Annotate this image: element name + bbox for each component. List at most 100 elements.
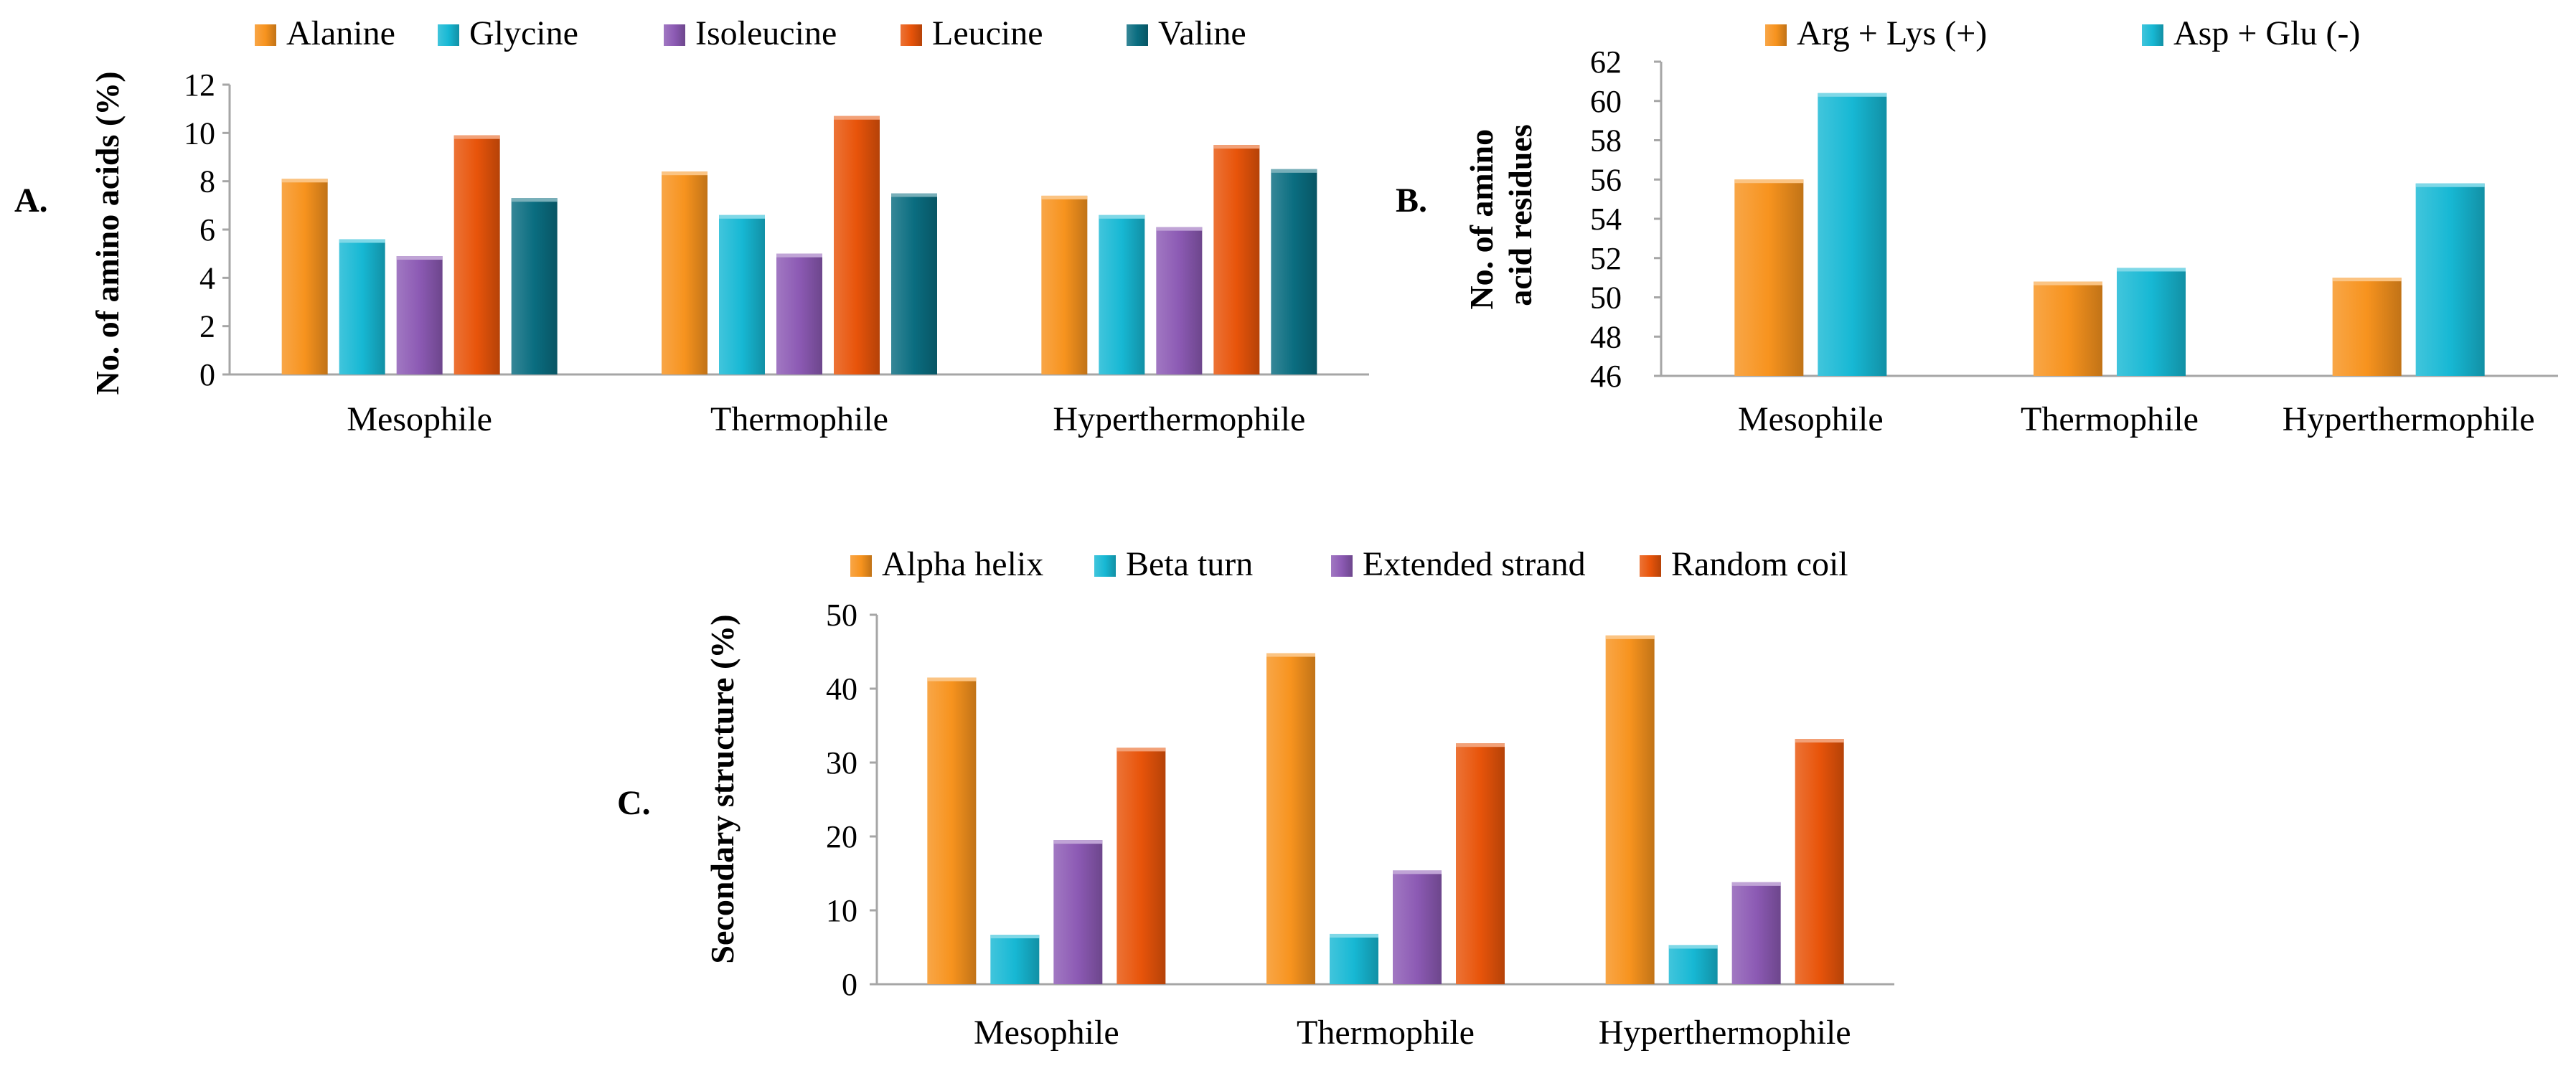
panel-c-tick-label: 10 bbox=[826, 893, 857, 928]
panel-c-tick-label: 50 bbox=[826, 598, 857, 633]
panel-a-bar-cap bbox=[453, 135, 500, 139]
panel-a-legend-swatch-leucine bbox=[901, 24, 922, 46]
panel-b-bar-arg-lys-hyperthermophile bbox=[2332, 278, 2402, 376]
panel-a-legend-label-leucine: Leucine bbox=[932, 14, 1043, 52]
panel-c-legend-swatch-alpha-helix bbox=[850, 555, 872, 577]
panel-a-legend-label-valine: Valine bbox=[1158, 14, 1246, 52]
panel-b-bars bbox=[1734, 93, 2485, 377]
panel-c-bar-cap bbox=[1605, 635, 1655, 639]
panel-a-tick-label: 8 bbox=[199, 164, 215, 199]
panel-a-chart: A. No. of amino acids (%) Alanine Glycine… bbox=[14, 14, 1369, 438]
panel-b-bar-asp-glu-mesophile bbox=[1818, 93, 1887, 377]
panel-b-bar-cap bbox=[2034, 281, 2102, 286]
panel-a-legend: Alanine Glycine Isoleucine Leucine Valine bbox=[255, 14, 1246, 52]
panel-a-legend-swatch-alanine bbox=[255, 24, 276, 46]
panel-b-tick-label: 60 bbox=[1590, 84, 1622, 119]
panel-b-y-axis-title-line-1: No. of amino bbox=[1463, 129, 1500, 310]
panel-c-category-label: Hyperthermophile bbox=[1599, 1014, 1851, 1052]
panel-b-bar-cap bbox=[2117, 268, 2186, 272]
panel-c-bar-beta-turn-thermophile bbox=[1330, 933, 1378, 984]
panel-a-tick-label: 6 bbox=[199, 212, 215, 247]
panel-c-legend-swatch-extended-strand bbox=[1331, 555, 1353, 577]
panel-a-bar-isoleucine-thermophile bbox=[776, 253, 822, 374]
panel-a-bar-cap bbox=[1099, 214, 1145, 219]
panel-a-bar-alanine-thermophile bbox=[662, 171, 708, 374]
panel-b-legend: Arg + Lys (+) Asp + Glu (-) bbox=[1765, 14, 2360, 52]
panel-c-chart: C. Secondary structure (%) Alpha helix Be… bbox=[617, 545, 1894, 1052]
panel-c-category-label: Thermophile bbox=[1297, 1014, 1475, 1052]
panel-a-bar-alanine-hyperthermophile bbox=[1041, 195, 1088, 374]
panel-b-category-label: Hyperthermophile bbox=[2283, 400, 2535, 438]
panel-a-bar-valine-mesophile bbox=[511, 198, 558, 374]
panel-b-bar-asp-glu-thermophile bbox=[2117, 268, 2186, 376]
panel-b-legend-label-asp-glu: Asp + Glu (-) bbox=[2173, 14, 2360, 52]
panel-a-bar-leucine-mesophile bbox=[453, 135, 500, 374]
panel-c-tick-label: 0 bbox=[842, 967, 857, 1002]
panel-c-bar-alpha-helix-mesophile bbox=[927, 677, 977, 984]
panel-c-legend-label-random-coil: Random coil bbox=[1671, 545, 1848, 583]
panel-a-bar-cap bbox=[776, 253, 822, 258]
panel-b-tick-label: 56 bbox=[1590, 162, 1622, 197]
panel-c-tick-label: 30 bbox=[826, 745, 857, 780]
panel-c-bar-alpha-helix-hyperthermophile bbox=[1605, 635, 1655, 984]
panel-b-legend-swatch-asp-glu bbox=[2142, 24, 2163, 46]
panel-c-legend-label-extended-strand: Extended strand bbox=[1363, 545, 1586, 583]
panel-b-category-label: Thermophile bbox=[2021, 400, 2199, 438]
panel-a-tick-label: 0 bbox=[199, 357, 215, 392]
panel-c-bar-extended-strand-hyperthermophile bbox=[1731, 882, 1781, 984]
panel-a-tick-label: 10 bbox=[184, 115, 215, 151]
panel-a-label: A. bbox=[14, 181, 48, 220]
panel-b-label: B. bbox=[1396, 181, 1427, 220]
panel-b-category-label: Mesophile bbox=[1738, 400, 1884, 438]
panel-b-bar-cap bbox=[2415, 183, 2485, 187]
panel-c-bar-cap bbox=[1117, 747, 1166, 752]
panel-c-category-label: Mesophile bbox=[974, 1014, 1119, 1052]
panel-a-bar-isoleucine-mesophile bbox=[396, 256, 443, 374]
panel-c-bar-cap bbox=[1053, 840, 1103, 844]
panel-a-bar-cap bbox=[662, 171, 708, 176]
panel-a-bar-cap bbox=[1271, 169, 1317, 173]
panel-a-bar-isoleucine-hyperthermophile bbox=[1156, 227, 1203, 374]
panel-a-bar-cap bbox=[719, 214, 765, 219]
panel-a-bar-alanine-mesophile bbox=[281, 179, 328, 375]
panel-a-tick-label: 12 bbox=[184, 67, 215, 103]
panel-c-bar-cap bbox=[1795, 739, 1844, 743]
panel-a-legend-swatch-isoleucine bbox=[664, 24, 685, 46]
panel-c-bar-cap bbox=[1266, 653, 1315, 657]
panel-b-tick-label: 48 bbox=[1590, 319, 1622, 354]
panel-b-legend-label-arg-lys: Arg + Lys (+) bbox=[1797, 14, 1987, 52]
panel-c-y-axis-title: Secondary structure (%) bbox=[704, 614, 741, 963]
panel-c-bar-cap bbox=[1731, 882, 1781, 886]
panel-b-bar-arg-lys-mesophile bbox=[1734, 179, 1804, 376]
panel-a-bar-cap bbox=[396, 256, 443, 260]
panel-a-bar-valine-hyperthermophile bbox=[1271, 169, 1317, 375]
panel-b-categories: Mesophile Thermophile Hyperthermophile bbox=[1738, 400, 2535, 438]
panel-a-bar-cap bbox=[1041, 195, 1088, 199]
panel-c-legend-swatch-beta-turn bbox=[1094, 555, 1116, 577]
panel-c-categories: Mesophile Thermophile Hyperthermophile bbox=[974, 1014, 1851, 1052]
panel-a-category-label: Mesophile bbox=[347, 400, 492, 438]
panel-a-legend-swatch-glycine bbox=[438, 24, 459, 46]
panel-b-y-axis-title-line-2: acid residues bbox=[1502, 124, 1538, 306]
panel-b-bar-cap bbox=[1734, 179, 1804, 184]
panel-b-chart: B. No. of amino acid residues Arg + Lys … bbox=[1396, 14, 2558, 438]
panel-c-bar-beta-turn-hyperthermophile bbox=[1668, 945, 1718, 984]
panel-a-bar-glycine-hyperthermophile bbox=[1099, 214, 1145, 374]
panel-a-bar-cap bbox=[1156, 227, 1203, 231]
panel-c-bar-extended-strand-mesophile bbox=[1053, 840, 1103, 984]
panel-c-bar-cap bbox=[1668, 945, 1718, 949]
panel-b-tick-label: 62 bbox=[1590, 44, 1622, 80]
panel-a-bar-valine-thermophile bbox=[891, 193, 937, 374]
panel-a-bar-cap bbox=[891, 193, 937, 197]
panel-a-bar-glycine-thermophile bbox=[719, 214, 765, 374]
panel-a-legend-swatch-valine bbox=[1127, 24, 1148, 46]
panel-c-y-ticks: 0 10 20 30 40 50 bbox=[826, 598, 877, 1002]
panel-a-bar-cap bbox=[1213, 145, 1260, 149]
panel-c-bar-cap bbox=[990, 934, 1040, 938]
panel-c-bar-random-coil-hyperthermophile bbox=[1795, 739, 1844, 984]
panel-a-bar-cap bbox=[511, 198, 558, 202]
panel-a-legend-label-glycine: Glycine bbox=[469, 14, 578, 52]
panel-a-legend-label-isoleucine: Isoleucine bbox=[695, 14, 837, 52]
panel-a-bar-cap bbox=[281, 179, 328, 183]
